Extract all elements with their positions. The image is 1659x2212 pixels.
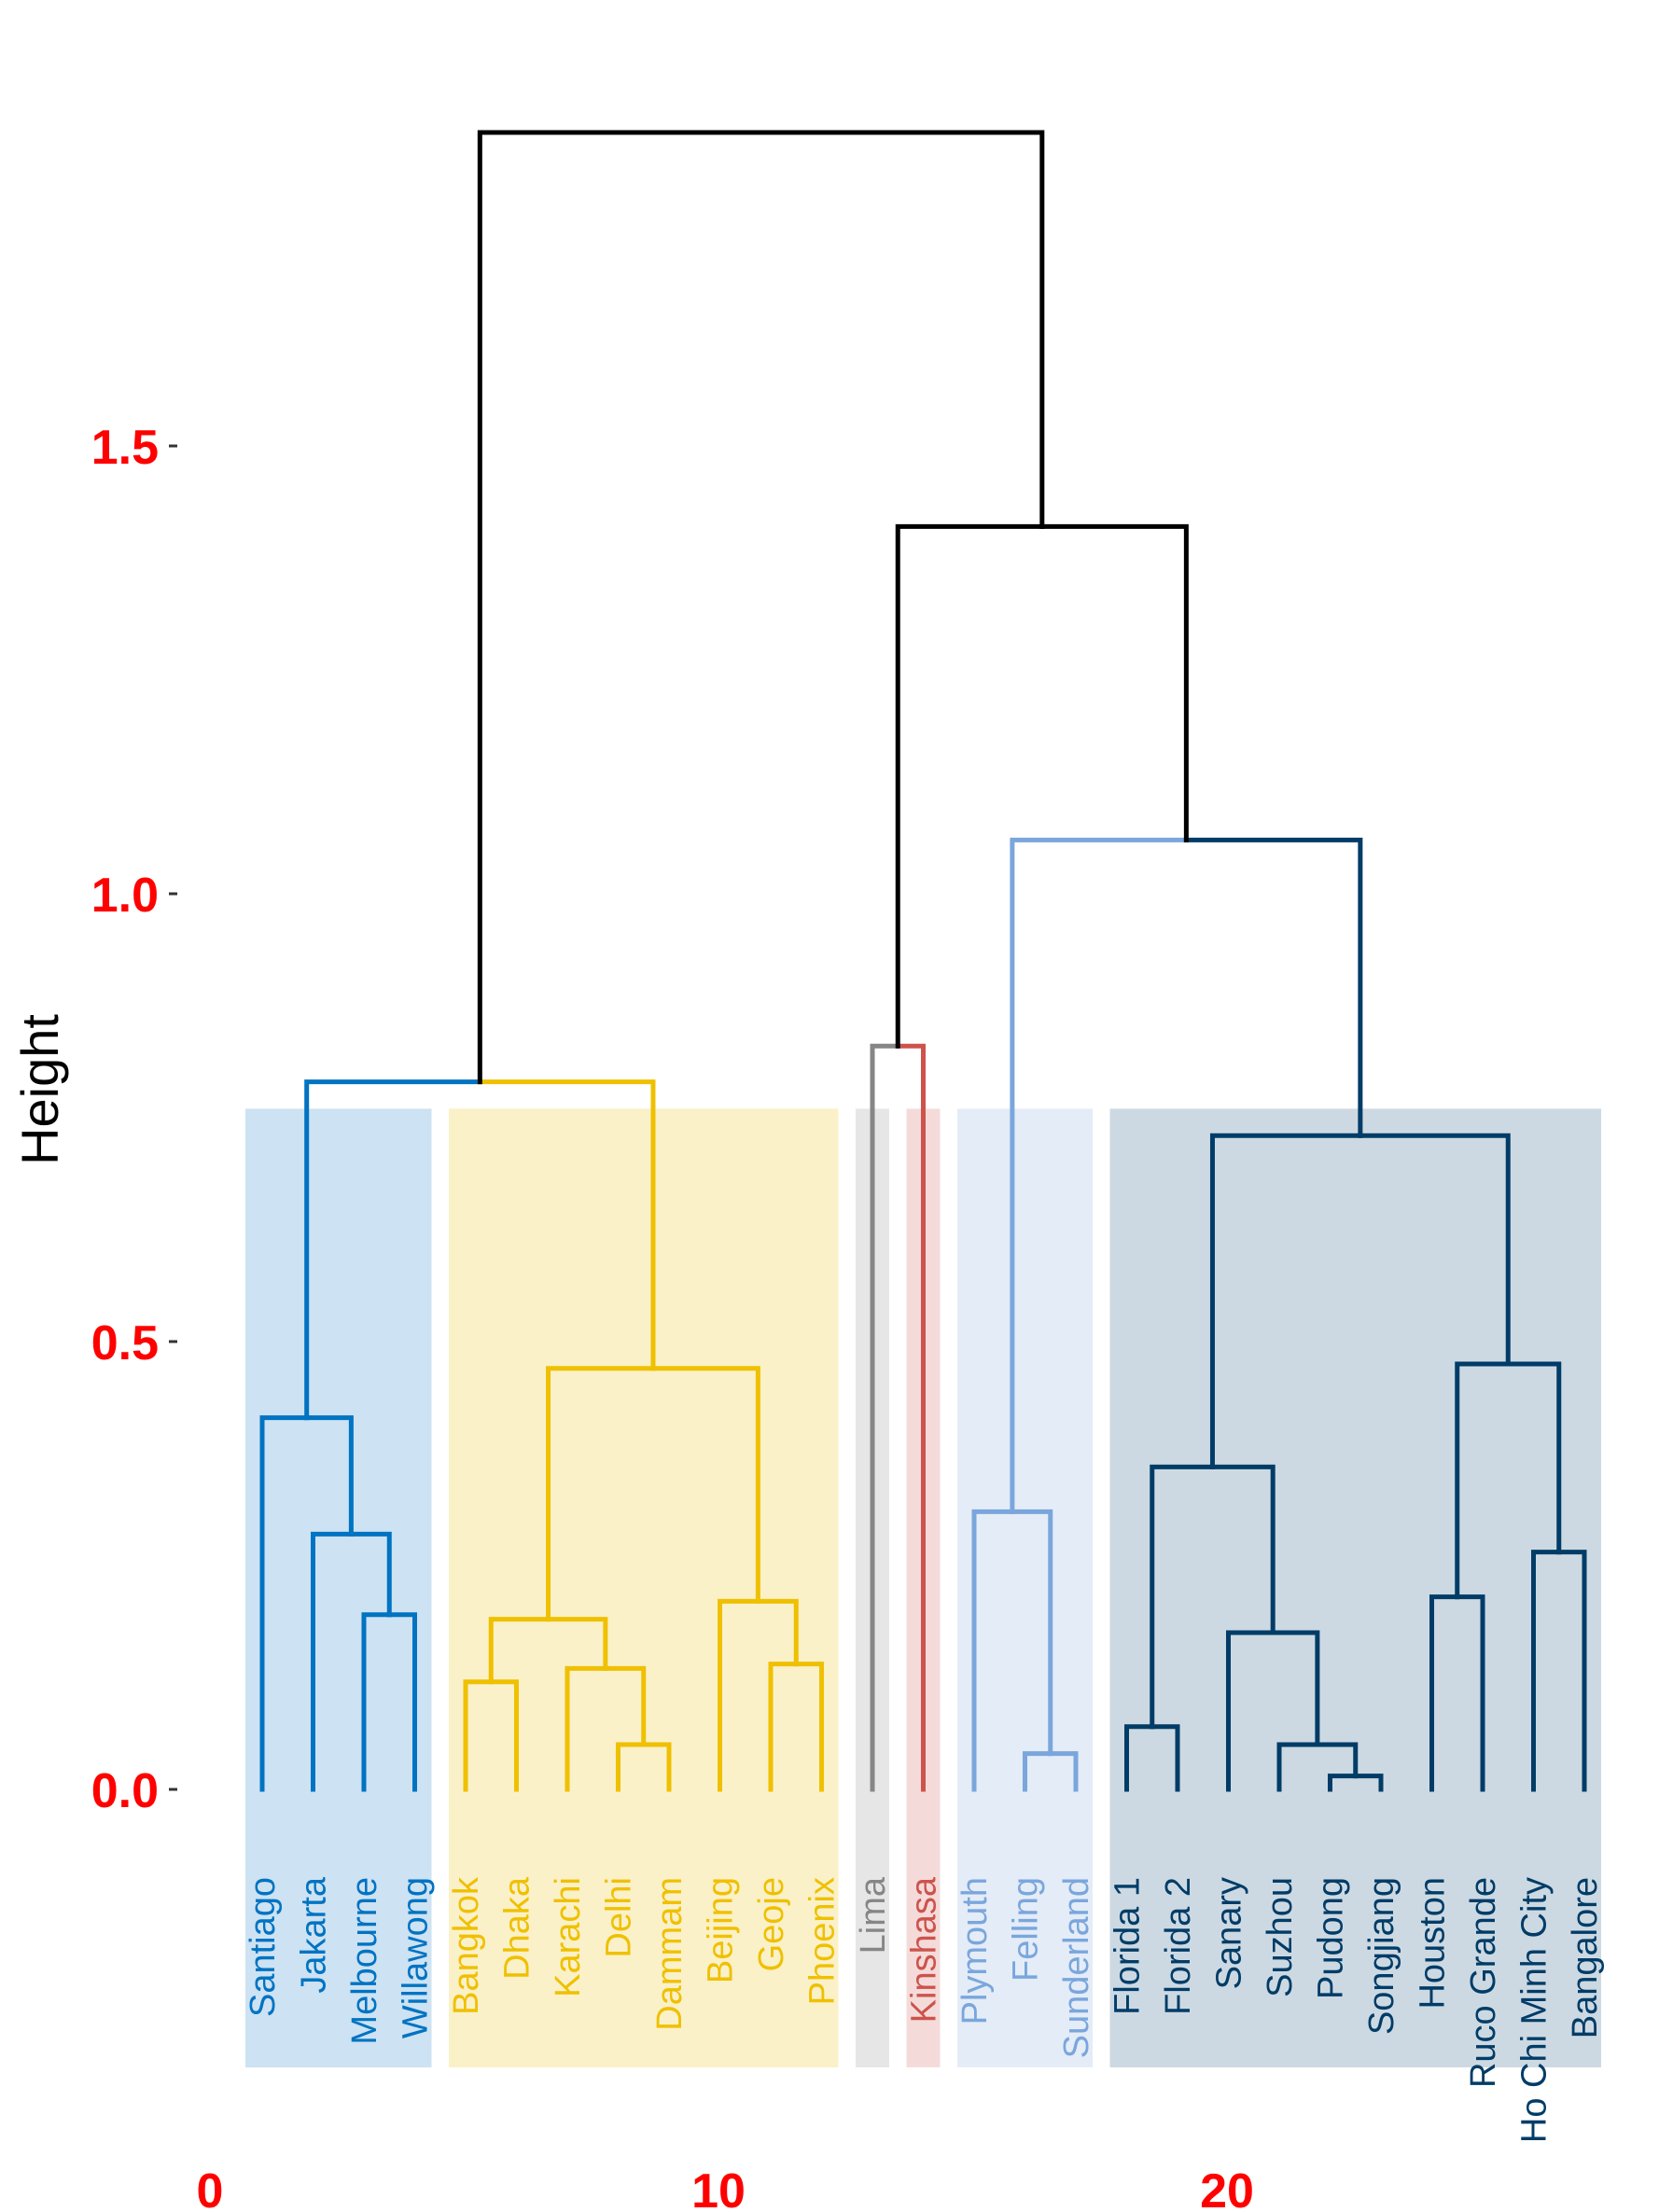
branch-22-left xyxy=(304,1079,482,1421)
leaf-label: Florida 1 xyxy=(1108,1877,1148,2015)
cluster-rectangles xyxy=(245,1108,1601,2067)
x-tick-label: 10 xyxy=(691,2164,746,2212)
y-axis: 0.0 0.5 1.0 1.5 xyxy=(91,421,177,1818)
branch-24-right xyxy=(1183,837,1363,1138)
branch-13-left xyxy=(718,1598,760,1792)
leaf-label: Bangalore xyxy=(1566,1877,1605,2038)
branch-21-left xyxy=(1209,1133,1363,1469)
leaf-label: Santiago xyxy=(244,1877,283,2017)
dendrogram-branches xyxy=(259,130,1587,1792)
branch-3-right xyxy=(1150,1724,1180,1792)
branch-1-right xyxy=(641,1742,672,1792)
x-tick-label: 20 xyxy=(1200,2164,1254,2212)
branch-8-left xyxy=(768,1662,799,1792)
branch-16-left xyxy=(971,1509,1015,1792)
branch-3-left xyxy=(1124,1724,1155,1792)
branch-19-left xyxy=(1455,1361,1511,1600)
branch-1-left xyxy=(616,1742,647,1792)
leaf-label: Sanary xyxy=(1210,1877,1249,1989)
cluster-rect-5 xyxy=(957,1108,1093,2067)
branch-12-right xyxy=(1455,1594,1485,1792)
branch-5-left xyxy=(1276,1742,1320,1792)
branch-9-right xyxy=(1270,1630,1320,1747)
y-tick-label: 1.0 xyxy=(91,869,159,923)
branch-8-right xyxy=(793,1662,824,1792)
leaf-label: Plymouth xyxy=(955,1877,995,2024)
branch-5-right xyxy=(1315,1742,1359,1779)
leaf-label: Ruco Grande xyxy=(1464,1877,1503,2088)
leaf-label: Pudong xyxy=(1312,1877,1351,1999)
leaf-label: Felling xyxy=(1007,1877,1046,1982)
branch-6-left xyxy=(463,1679,494,1792)
branch-14-left xyxy=(1531,1550,1562,1792)
leaf-label: Kinshasa xyxy=(905,1876,944,2023)
branch-11-left xyxy=(361,1612,392,1792)
leaf-labels: Santiago Jakarta Melbourne Willawong Bangkok… xyxy=(244,1876,1605,2143)
branch-2-right xyxy=(1353,1774,1384,1792)
branch-4-right xyxy=(1048,1751,1079,1792)
branch-17-left xyxy=(1150,1464,1215,1730)
branch-23-right xyxy=(895,1043,926,1792)
branch-22-right xyxy=(477,1079,656,1371)
branch-2-left xyxy=(1328,1774,1359,1792)
y-tick-label: 1.5 xyxy=(91,421,159,475)
branch-10-left xyxy=(488,1617,551,1685)
branch-24-left xyxy=(1010,837,1189,1514)
branch-12-left xyxy=(1429,1594,1460,1792)
leaf-label: Bangkok xyxy=(447,1876,486,2015)
branch-15-right xyxy=(348,1531,392,1618)
branch-17-right xyxy=(1209,1464,1276,1635)
branch-11-right xyxy=(386,1612,417,1792)
branch-20-right xyxy=(650,1366,760,1604)
branch-26-right xyxy=(759,130,1045,529)
branch-10-right xyxy=(546,1617,608,1671)
leaf-label: Geoje xyxy=(752,1877,791,1971)
leaf-label: Delhi xyxy=(600,1877,639,1958)
y-axis-label: Height xyxy=(10,1014,69,1165)
leaf-label: Melbourne xyxy=(345,1877,384,2045)
branch-13-right xyxy=(755,1598,799,1667)
branch-20-left xyxy=(546,1366,656,1622)
cluster-rect-2 xyxy=(449,1108,839,2067)
leaf-label: Beijing xyxy=(702,1877,741,1983)
branch-18-right xyxy=(304,1415,354,1537)
leaf-label: Willawong xyxy=(397,1877,436,2038)
branch-15-left xyxy=(311,1531,354,1792)
branch-16-right xyxy=(1010,1509,1053,1757)
leaf-label: Phoenix xyxy=(803,1877,843,2005)
branch-19-right xyxy=(1505,1361,1562,1555)
leaf-label: Ho Chi Minh City xyxy=(1515,1877,1554,2143)
branch-6-right xyxy=(488,1679,519,1792)
branch-25-left xyxy=(895,523,1045,1049)
branch-21-right xyxy=(1358,1133,1511,1367)
branch-4-left xyxy=(1023,1751,1053,1792)
leaf-label: Dhaka xyxy=(498,1876,537,1980)
cluster-rect-1 xyxy=(245,1108,432,2067)
branch-23-left xyxy=(870,1043,900,1792)
leaf-label: Lima xyxy=(854,1876,893,1954)
branch-7-right xyxy=(603,1665,647,1747)
x-axis: 0 10 20 xyxy=(197,2164,1254,2212)
branch-7-left xyxy=(565,1665,608,1792)
leaf-label: Karachi xyxy=(549,1877,588,1997)
leaf-label: Sunderland xyxy=(1057,1877,1096,2058)
y-tick-label: 0.5 xyxy=(91,1316,159,1370)
leaf-label: Suzhou xyxy=(1261,1877,1300,1997)
leaf-label: Dammam xyxy=(650,1877,690,2031)
y-tick-label: 0.0 xyxy=(91,1764,159,1818)
branch-9-left xyxy=(1226,1630,1276,1792)
branch-25-right xyxy=(1039,523,1189,842)
leaf-label: Songjiang xyxy=(1362,1877,1401,2035)
branch-14-right xyxy=(1556,1550,1587,1792)
leaf-label: Florida 2 xyxy=(1159,1877,1198,2015)
leaf-label: Houston xyxy=(1414,1877,1453,2010)
cluster-rect-6 xyxy=(1109,1108,1601,2067)
branch-18-left xyxy=(259,1415,310,1792)
branch-26-left xyxy=(477,130,764,1085)
leaf-label: Jakarta xyxy=(295,1876,334,1993)
x-tick-label: 0 xyxy=(197,2164,224,2212)
